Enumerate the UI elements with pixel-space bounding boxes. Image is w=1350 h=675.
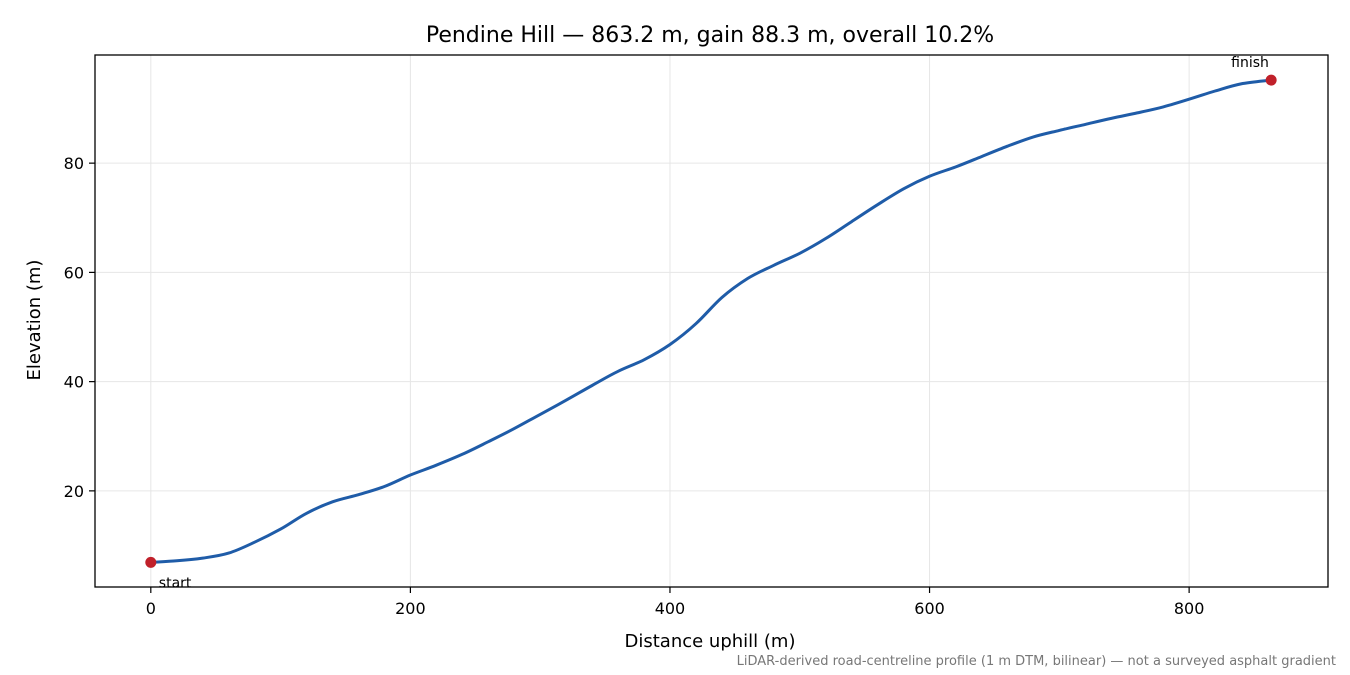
x-tick-label: 400 xyxy=(655,599,686,618)
x-tick-label: 0 xyxy=(146,599,156,618)
x-tick-label: 800 xyxy=(1174,599,1205,618)
x-axis-label: Distance uphill (m) xyxy=(625,631,796,652)
ticks: 0 200 400 600 800 20 40 60 80 xyxy=(64,154,1205,618)
y-tick-label: 80 xyxy=(64,154,84,173)
chart-title: Pendine Hill — 863.2 m, gain 88.3 m, ove… xyxy=(426,23,994,48)
finish-label: finish xyxy=(1231,55,1269,71)
start-label: start xyxy=(159,575,192,591)
y-axis-label: Elevation (m) xyxy=(24,260,45,381)
finish-marker xyxy=(1265,74,1277,86)
grid xyxy=(95,55,1328,587)
y-tick-label: 60 xyxy=(64,263,84,282)
x-tick-label: 600 xyxy=(914,599,945,618)
chart-caption: LiDAR-derived road-centreline profile (1… xyxy=(737,654,1336,669)
plot-frame xyxy=(94,54,1329,588)
elevation-line xyxy=(149,78,1273,564)
y-tick-label: 20 xyxy=(64,482,84,501)
start-marker xyxy=(145,556,157,568)
series-layer xyxy=(149,78,1273,564)
x-tick-label: 200 xyxy=(395,599,426,618)
y-tick-label: 40 xyxy=(64,373,84,392)
